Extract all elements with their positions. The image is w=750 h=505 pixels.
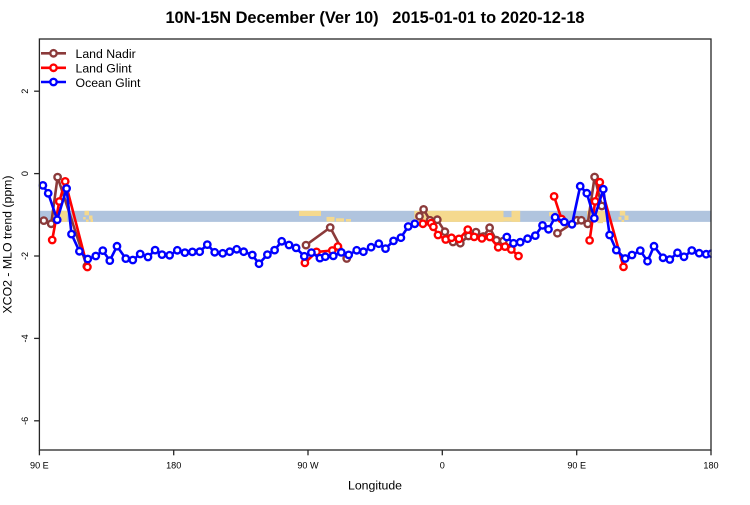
svg-text:0: 0 bbox=[440, 460, 445, 470]
svg-text:0: 0 bbox=[20, 171, 30, 176]
svg-text:180: 180 bbox=[703, 460, 718, 470]
svg-text:-2: -2 bbox=[20, 252, 30, 260]
svg-text:10N-15N December (Ver 10) 20: 10N-15N December (Ver 10) 2015-01-01 to … bbox=[165, 9, 584, 27]
svg-text:2: 2 bbox=[20, 89, 30, 94]
svg-text:Longitude: Longitude bbox=[348, 479, 402, 493]
svg-text:90 E: 90 E bbox=[30, 460, 49, 470]
svg-text:90 W: 90 W bbox=[297, 460, 319, 470]
svg-text:Ocean Glint: Ocean Glint bbox=[76, 76, 142, 90]
svg-text:Land Nadir: Land Nadir bbox=[76, 47, 136, 61]
svg-text:XCO2 - MLO trend (ppm): XCO2 - MLO trend (ppm) bbox=[1, 175, 15, 313]
svg-text:180: 180 bbox=[166, 460, 181, 470]
svg-text:Land Glint: Land Glint bbox=[76, 62, 133, 76]
svg-text:-6: -6 bbox=[20, 417, 30, 425]
svg-text:-4: -4 bbox=[20, 334, 30, 342]
svg-text:90 E: 90 E bbox=[567, 460, 586, 470]
